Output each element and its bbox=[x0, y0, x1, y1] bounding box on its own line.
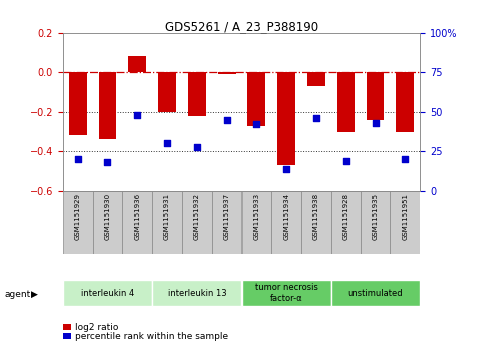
Bar bbox=[128, 56, 146, 72]
Bar bbox=[337, 72, 355, 131]
Bar bbox=[361, 191, 390, 254]
Text: GSM1151937: GSM1151937 bbox=[224, 193, 229, 240]
Text: interleukin 13: interleukin 13 bbox=[168, 289, 226, 298]
Text: GSM1151929: GSM1151929 bbox=[75, 193, 81, 240]
Bar bbox=[188, 72, 206, 116]
Bar bbox=[367, 72, 384, 120]
Point bbox=[401, 156, 409, 162]
Text: GSM1151931: GSM1151931 bbox=[164, 193, 170, 240]
Point bbox=[282, 166, 290, 172]
Bar bbox=[212, 191, 242, 254]
Bar bbox=[331, 280, 420, 306]
Text: log2 ratio: log2 ratio bbox=[75, 323, 118, 332]
Bar bbox=[182, 191, 212, 254]
Bar bbox=[63, 191, 93, 254]
Text: tumor necrosis
factor-α: tumor necrosis factor-α bbox=[255, 284, 318, 303]
Point bbox=[193, 144, 201, 150]
Bar bbox=[152, 280, 242, 306]
Point bbox=[163, 140, 171, 146]
Point bbox=[253, 122, 260, 127]
Bar bbox=[218, 72, 236, 74]
Bar bbox=[331, 191, 361, 254]
Bar bbox=[158, 72, 176, 112]
Text: agent: agent bbox=[5, 290, 31, 298]
Text: GSM1151930: GSM1151930 bbox=[104, 193, 111, 240]
Text: ▶: ▶ bbox=[31, 290, 38, 298]
Point bbox=[223, 117, 230, 123]
Point bbox=[372, 120, 380, 126]
Title: GDS5261 / A_23_P388190: GDS5261 / A_23_P388190 bbox=[165, 20, 318, 33]
Point bbox=[342, 158, 350, 164]
Text: GSM1151951: GSM1151951 bbox=[402, 193, 408, 240]
Point bbox=[312, 115, 320, 121]
Bar bbox=[152, 191, 182, 254]
Bar bbox=[99, 72, 116, 139]
Bar bbox=[397, 72, 414, 131]
Text: GSM1151938: GSM1151938 bbox=[313, 193, 319, 240]
Bar bbox=[122, 191, 152, 254]
Text: GSM1151936: GSM1151936 bbox=[134, 193, 140, 240]
Bar bbox=[301, 191, 331, 254]
Text: percentile rank within the sample: percentile rank within the sample bbox=[75, 332, 228, 341]
Bar bbox=[247, 72, 265, 126]
Text: GSM1151932: GSM1151932 bbox=[194, 193, 200, 240]
Point bbox=[133, 112, 141, 118]
Text: GSM1151935: GSM1151935 bbox=[372, 193, 379, 240]
Bar bbox=[93, 191, 122, 254]
Text: unstimulated: unstimulated bbox=[348, 289, 403, 298]
Bar bbox=[271, 191, 301, 254]
Bar bbox=[242, 280, 331, 306]
Bar bbox=[307, 72, 325, 86]
Bar bbox=[69, 72, 86, 135]
Bar bbox=[242, 191, 271, 254]
Text: GSM1151933: GSM1151933 bbox=[254, 193, 259, 240]
Bar bbox=[277, 72, 295, 165]
Text: interleukin 4: interleukin 4 bbox=[81, 289, 134, 298]
Point bbox=[74, 156, 82, 162]
Bar bbox=[63, 280, 152, 306]
Point bbox=[104, 159, 112, 165]
Text: GSM1151934: GSM1151934 bbox=[283, 193, 289, 240]
Bar bbox=[390, 191, 420, 254]
Text: GSM1151928: GSM1151928 bbox=[343, 193, 349, 240]
